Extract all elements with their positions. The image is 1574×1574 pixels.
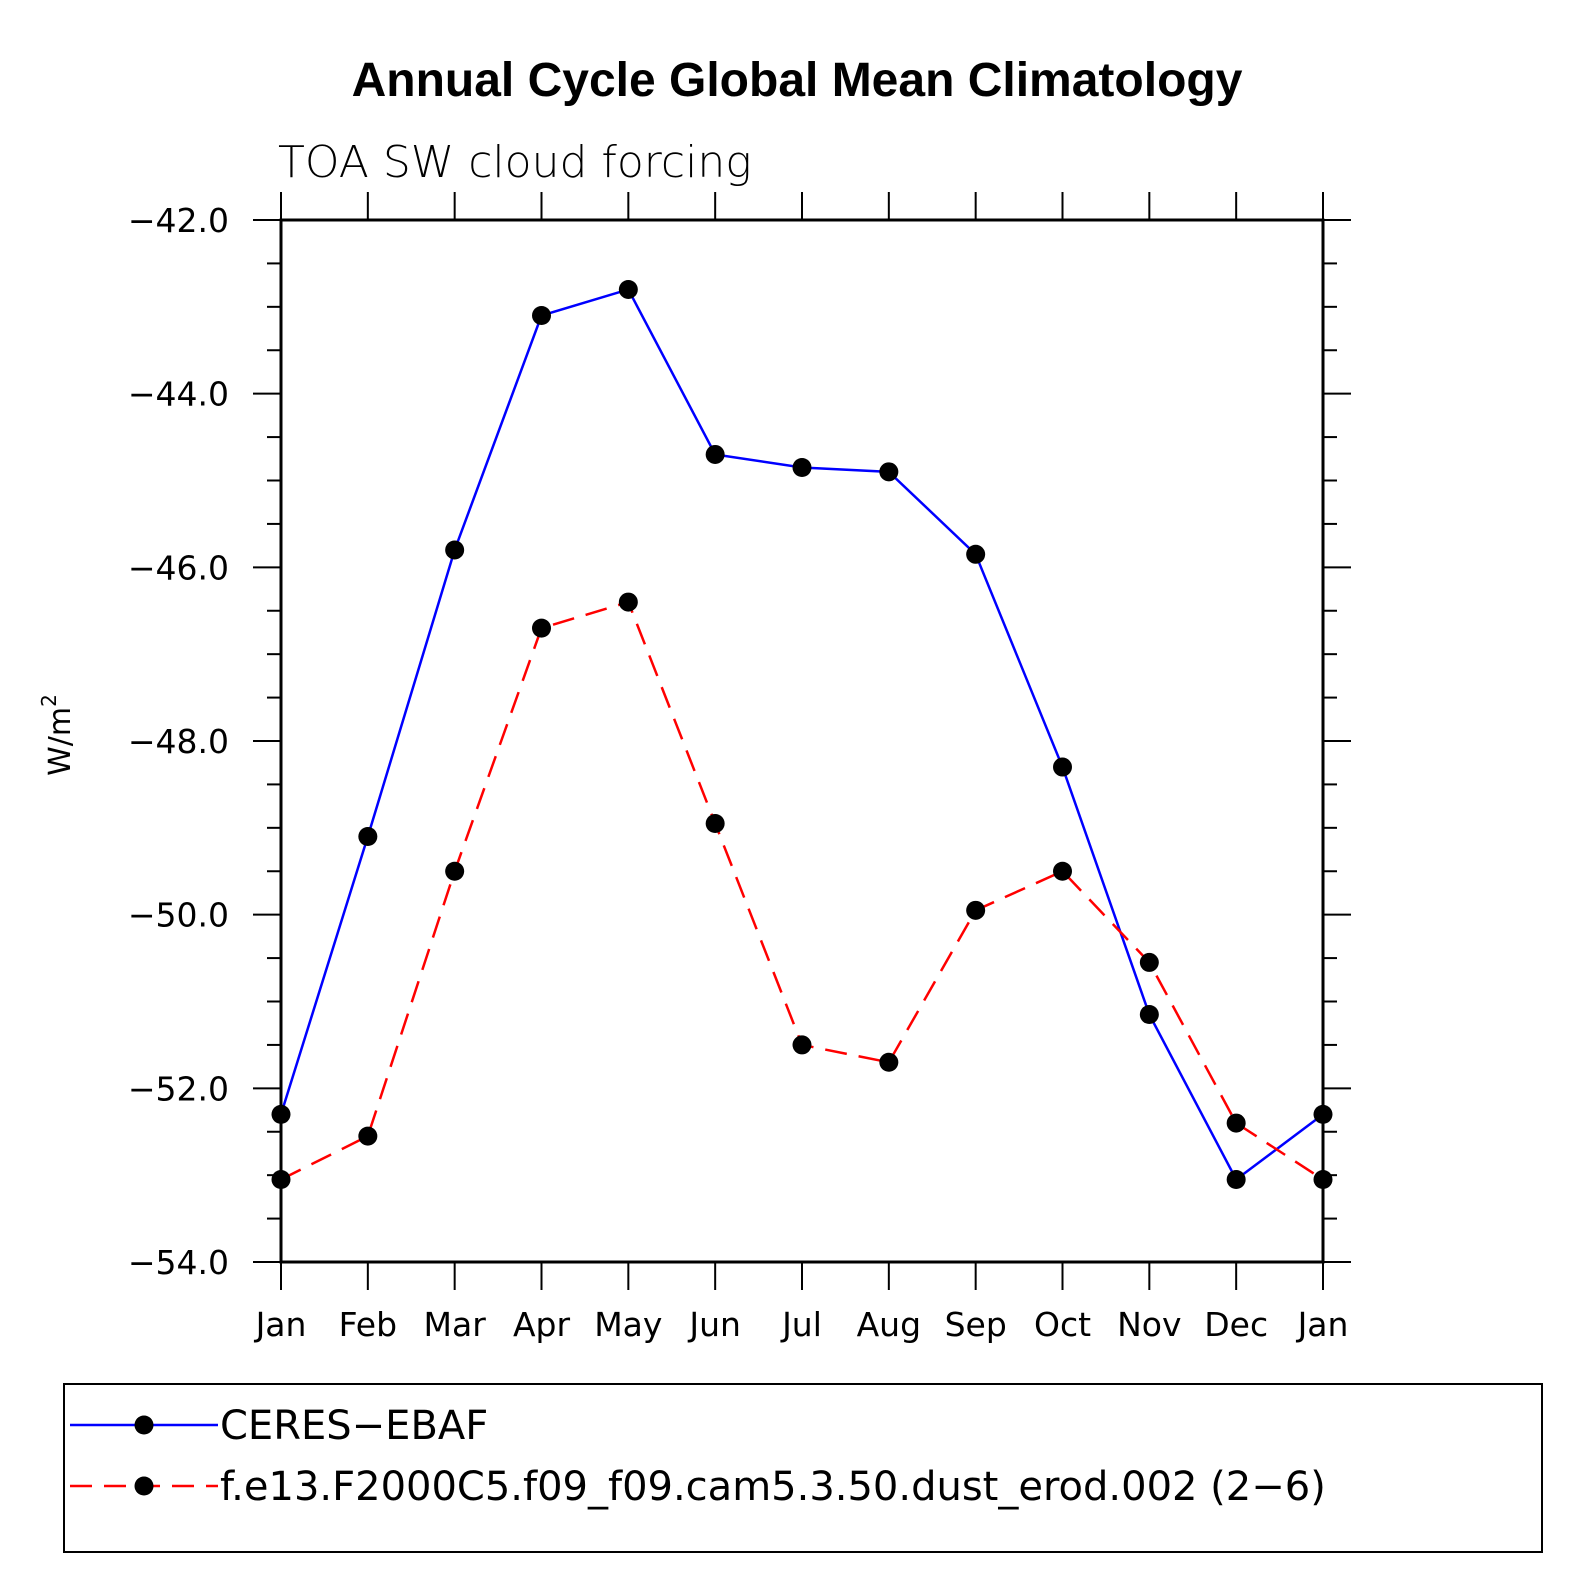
- series-1-point: [966, 544, 986, 564]
- x-tick-label: Feb: [339, 1305, 397, 1344]
- x-tick-label: Jan: [254, 1305, 307, 1344]
- series-1-point: [532, 306, 551, 326]
- y-tick-label: −54.0: [128, 1243, 229, 1282]
- y-tick-label: −46.0: [128, 548, 229, 587]
- series-2-point: [1139, 952, 1159, 972]
- y-axis-label: W/m2: [37, 694, 78, 776]
- legend-label-1: CERES−EBAF: [220, 1403, 488, 1449]
- series-2-point: [966, 900, 986, 920]
- series-1-point: [1139, 1005, 1159, 1025]
- legend-marker-1: [134, 1415, 154, 1435]
- x-tick-label: Oct: [1034, 1305, 1091, 1344]
- series-1-point: [1226, 1170, 1246, 1190]
- y-axis-label-text: W/m: [43, 707, 78, 776]
- x-tick-label: Nov: [1117, 1305, 1181, 1344]
- series-1-point: [271, 1104, 291, 1124]
- series-2-point: [1226, 1113, 1246, 1133]
- series-2-point: [271, 1170, 291, 1190]
- series-2-point: [445, 861, 465, 881]
- series-2-point: [358, 1126, 378, 1146]
- chart-subtitle: TOA SW cloud forcing: [278, 137, 752, 188]
- y-axis-label-superscript: 2: [37, 694, 61, 707]
- x-tick-label: May: [594, 1305, 662, 1344]
- y-tick-label: −44.0: [128, 375, 229, 414]
- x-tick-label: Jul: [780, 1305, 822, 1344]
- legend-marker-2: [134, 1476, 154, 1496]
- series-1-point: [792, 457, 812, 477]
- plot-frame: [279, 218, 1325, 1264]
- legend-box: [63, 1383, 1543, 1553]
- y-tick-label: −50.0: [128, 896, 229, 935]
- series-1-point: [445, 540, 465, 560]
- series-1-point: [1313, 1104, 1333, 1124]
- series-2-point: [705, 813, 725, 833]
- series-1-point: [879, 462, 899, 482]
- y-tick-label: −52.0: [128, 1069, 229, 1108]
- series-2-point: [532, 618, 551, 638]
- series-1-point: [618, 279, 638, 299]
- series-line-2: [280, 600, 1324, 1181]
- x-tick-label: Dec: [1204, 1305, 1268, 1344]
- x-tick-label: Apr: [513, 1305, 571, 1344]
- series-1-point: [705, 444, 725, 464]
- x-tick-label: Aug: [857, 1305, 921, 1344]
- chart-title: Annual Cycle Global Mean Climatology: [352, 54, 1243, 107]
- x-tick-label: Mar: [424, 1305, 487, 1344]
- legend-label-2: f.e13.F2000C5.f09_f09.cam5.3.50.dust_ero…: [220, 1464, 1326, 1510]
- x-tick-label: Jun: [687, 1305, 741, 1344]
- svg-text:W/m2: W/m2: [37, 694, 78, 776]
- series-2-point: [879, 1052, 899, 1072]
- y-tick-label: −42.0: [128, 201, 229, 240]
- y-tick-label: −48.0: [128, 722, 229, 761]
- x-tick-label: Jan: [1296, 1305, 1349, 1344]
- series-2-point: [1313, 1170, 1333, 1190]
- series-2-point: [1053, 861, 1072, 881]
- series-2-point: [618, 592, 638, 612]
- series-1-point: [1053, 757, 1072, 777]
- series-1-point: [358, 827, 378, 847]
- legend: CERES−EBAF f.e13.F2000C5.f09_f09.cam5.3.5…: [63, 1383, 1543, 1553]
- series-2-point: [792, 1035, 812, 1055]
- x-tick-label: Sep: [945, 1305, 1007, 1344]
